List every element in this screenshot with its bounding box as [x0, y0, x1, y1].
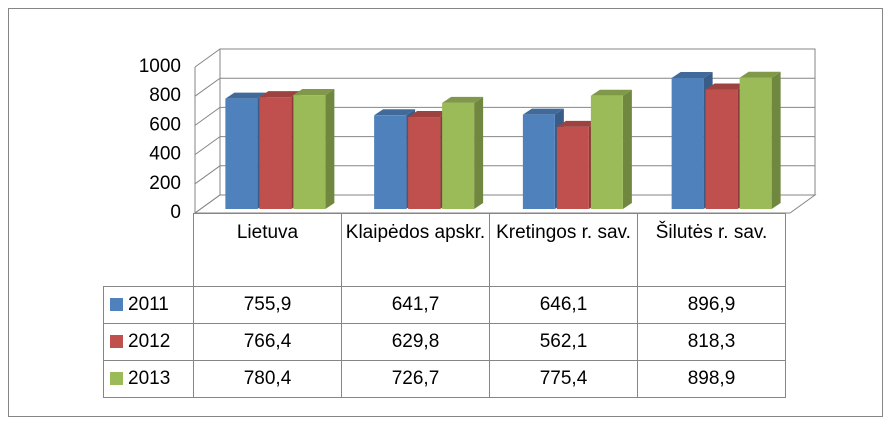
- bar-top: [671, 72, 713, 79]
- bar: [522, 114, 555, 209]
- legend-swatch: [110, 335, 123, 348]
- bar: [556, 126, 589, 209]
- legend-entry: 2011: [103, 286, 194, 324]
- bar-top: [374, 109, 416, 116]
- value-label: 562,1: [489, 323, 638, 361]
- table-row: 2011 755,9 641,7 646,1 896,9: [103, 286, 786, 324]
- bar: [293, 95, 326, 209]
- y-tick-label: 600: [149, 114, 181, 135]
- y-tick-label: 400: [149, 144, 181, 165]
- y-tick-label: 200: [149, 173, 181, 194]
- category-label: Lietuva: [193, 213, 342, 287]
- chart-border: [8, 8, 883, 417]
- bar: [374, 115, 407, 209]
- table-row: 2013 780,4 726,7 775,4 898,9: [103, 360, 786, 398]
- bar-top: [259, 91, 301, 98]
- bar: [408, 117, 441, 209]
- data-table: Lietuva Klaipėdos apskr. Kretingos r. sav.…: [103, 213, 786, 398]
- bar-top: [739, 71, 781, 78]
- bar-top: [590, 89, 632, 96]
- category-label: Šilutės r. sav.: [637, 213, 786, 287]
- bar-top: [705, 83, 747, 90]
- category-label: Klaipėdos apskr.: [341, 213, 490, 287]
- bar: [671, 78, 704, 209]
- bar: [442, 102, 475, 209]
- y-tick-label: 0: [170, 202, 181, 223]
- value-label: 780,4: [193, 360, 342, 398]
- value-label: 766,4: [193, 323, 342, 361]
- bar-top: [442, 96, 484, 103]
- bar-side: [474, 96, 484, 209]
- bar: [225, 98, 258, 209]
- bar-top: [293, 89, 335, 96]
- bar-side: [325, 89, 335, 209]
- bar-side: [771, 71, 781, 210]
- bar-top: [556, 120, 598, 127]
- legend-label: 2011: [128, 294, 169, 315]
- value-label: 775,4: [489, 360, 638, 398]
- table-row: 2012 766,4 629,8 562,1 818,3: [103, 323, 786, 361]
- legend-label: 2012: [128, 331, 171, 352]
- legend-label: 2013: [128, 368, 171, 389]
- value-label: 726,7: [341, 360, 490, 398]
- table-corner: [103, 213, 194, 287]
- value-label: 641,7: [341, 286, 490, 324]
- table-header-row: Lietuva Klaipėdos apskr. Kretingos r. sav.…: [103, 213, 786, 287]
- legend-swatch: [110, 372, 123, 385]
- y-tick-label: 800: [149, 85, 181, 106]
- value-label: 896,9: [637, 286, 786, 324]
- y-tick-label: 1000: [139, 56, 181, 77]
- value-label: 629,8: [341, 323, 490, 361]
- bar: [739, 77, 772, 210]
- bar: [705, 89, 738, 209]
- value-label: 646,1: [489, 286, 638, 324]
- bar: [590, 95, 623, 209]
- legend-entry: 2012: [103, 323, 194, 361]
- value-label: 898,9: [637, 360, 786, 398]
- grid-line: [194, 48, 815, 68]
- category-label: Kretingos r. sav.: [489, 213, 638, 287]
- bar-top: [522, 108, 564, 115]
- bar-top: [225, 92, 267, 99]
- bar-side: [622, 89, 632, 209]
- value-label: 755,9: [193, 286, 342, 324]
- legend-swatch: [110, 298, 123, 311]
- bar: [259, 97, 292, 209]
- bar-top: [408, 111, 450, 118]
- grid-line: [194, 77, 815, 97]
- value-label: 818,3: [637, 323, 786, 361]
- legend-entry: 2013: [103, 360, 194, 398]
